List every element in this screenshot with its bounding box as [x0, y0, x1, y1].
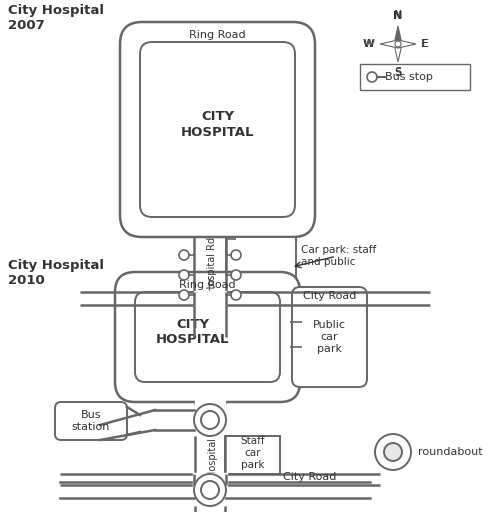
Polygon shape [380, 40, 398, 48]
Text: CITY
HOSPITAL: CITY HOSPITAL [156, 318, 229, 346]
Polygon shape [394, 26, 402, 44]
Circle shape [194, 474, 226, 506]
Circle shape [231, 290, 241, 300]
Text: Bus stop: Bus stop [385, 72, 433, 82]
Text: City Road: City Road [303, 291, 357, 301]
FancyBboxPatch shape [140, 42, 295, 217]
Circle shape [201, 481, 219, 499]
Circle shape [179, 250, 189, 260]
Bar [226, 237, 296, 292]
Text: Car park: staff
and public: Car park: staff and public [301, 245, 376, 267]
Text: roundabout: roundabout [418, 447, 482, 457]
Circle shape [395, 41, 401, 47]
Circle shape [179, 290, 189, 300]
FancyBboxPatch shape [120, 22, 315, 237]
Text: Ring Road: Ring Road [189, 30, 246, 40]
Text: City Road: City Road [283, 472, 337, 482]
Circle shape [384, 443, 402, 461]
Polygon shape [193, 473, 227, 486]
Text: W: W [363, 39, 374, 49]
Polygon shape [195, 400, 225, 404]
Text: N: N [394, 10, 402, 20]
Text: S: S [394, 68, 401, 78]
Text: S: S [394, 67, 401, 77]
Circle shape [375, 434, 411, 470]
FancyBboxPatch shape [55, 402, 127, 440]
Text: Staff
car
park: Staff car park [240, 436, 265, 470]
Polygon shape [398, 40, 416, 48]
Text: N: N [393, 11, 402, 21]
Text: Ring Road: Ring Road [179, 280, 236, 290]
Circle shape [194, 404, 226, 436]
Bar [360, 64, 470, 90]
Circle shape [367, 72, 377, 82]
Text: Public
car
park: Public car park [313, 321, 346, 354]
Bar [225, 436, 280, 474]
Text: City Hospital
2007: City Hospital 2007 [8, 4, 104, 32]
Circle shape [201, 411, 219, 429]
Text: E: E [421, 39, 428, 49]
Text: E: E [422, 39, 429, 49]
Text: City Hospital
2010: City Hospital 2010 [8, 259, 104, 287]
FancyBboxPatch shape [135, 292, 280, 382]
Text: Hospital Rd: Hospital Rd [208, 422, 218, 478]
Text: Bus
station: Bus station [72, 410, 110, 432]
Text: Hospital Rd: Hospital Rd [207, 237, 217, 292]
Text: W: W [364, 39, 375, 49]
Circle shape [179, 270, 189, 280]
Polygon shape [394, 44, 402, 62]
FancyBboxPatch shape [292, 287, 367, 387]
FancyBboxPatch shape [115, 272, 300, 402]
Text: CITY
HOSPITAL: CITY HOSPITAL [181, 111, 254, 139]
Circle shape [231, 250, 241, 260]
Polygon shape [194, 291, 226, 306]
Circle shape [231, 270, 241, 280]
